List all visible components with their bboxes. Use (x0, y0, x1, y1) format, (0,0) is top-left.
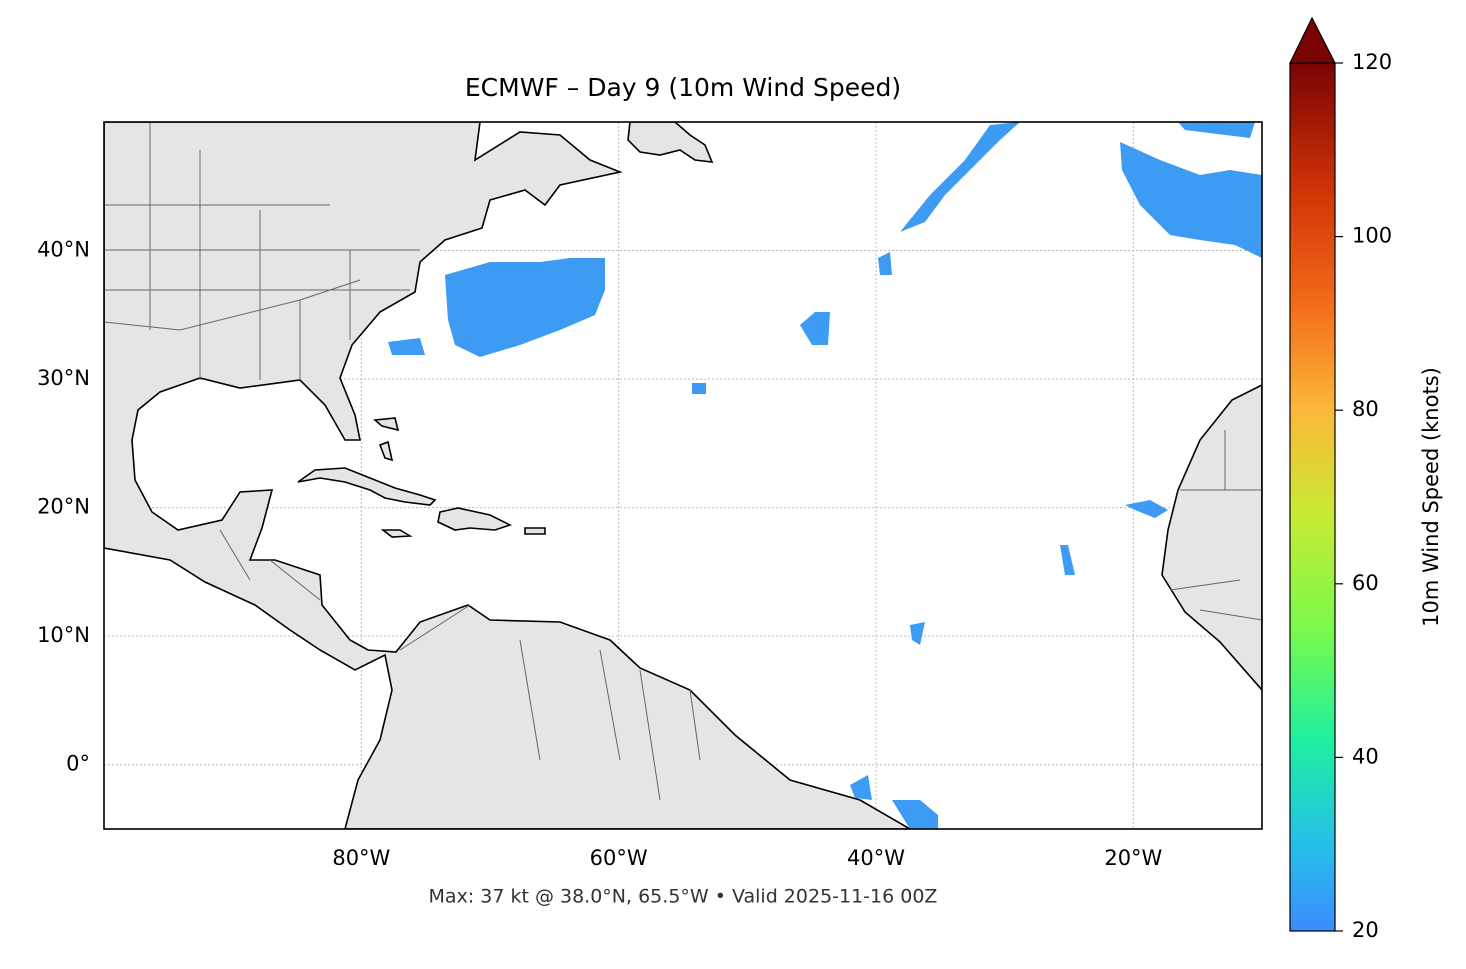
colorbar-tick-label: 80 (1352, 397, 1379, 421)
puerto-rico (524, 527, 546, 535)
wind-area (692, 252, 1168, 829)
wind-area (388, 338, 425, 355)
x-tick-label: 80°W (332, 846, 390, 870)
jamaica (380, 529, 413, 538)
colorbar-extend (1289, 16, 1336, 64)
colorbar-tick-label: 100 (1352, 224, 1392, 248)
wind-area (900, 122, 1020, 232)
africa (1161, 384, 1262, 692)
footer-note: Max: 37 kt @ 38.0°N, 65.5°W • Valid 2025… (429, 886, 938, 908)
americas (104, 122, 912, 829)
x-tick-label: 40°W (847, 846, 905, 870)
y-tick-label: 30°N (37, 366, 90, 390)
y-tick-label: 0° (66, 752, 90, 776)
hispaniola (437, 507, 513, 531)
x-tick-label: 60°W (590, 846, 648, 870)
y-tick-label: 20°N (37, 495, 90, 519)
axes: 80°W 60°W 40°W 20°W 0° 10°N 20°N 30°N 40°N (37, 238, 1162, 870)
cuba (297, 467, 437, 506)
wind-area (445, 258, 605, 357)
colorbar-ticks: 20 40 60 80 100 120 (1335, 50, 1392, 942)
x-tick-label: 20°W (1104, 846, 1162, 870)
colorbar-tick-label: 60 (1352, 571, 1379, 595)
colorbar-tick-label: 40 (1352, 744, 1379, 768)
map-layer (104, 122, 1262, 829)
y-tick-label: 10°N (37, 623, 90, 647)
borders (104, 122, 1262, 801)
wind-field (388, 122, 1262, 829)
colorbar-label: 10m Wind Speed (knots) (1419, 367, 1443, 627)
newfoundland (627, 122, 714, 163)
colorbar-tick-label: 120 (1352, 50, 1392, 74)
y-tick-label: 40°N (37, 238, 90, 262)
wind-area (1120, 122, 1262, 258)
bahamas (373, 417, 400, 462)
colorbar-tick-label: 20 (1352, 918, 1379, 942)
colorbar (1289, 62, 1336, 932)
plot-frame (103, 121, 1263, 830)
chart-title: ECMWF – Day 9 (10m Wind Speed) (465, 73, 901, 102)
